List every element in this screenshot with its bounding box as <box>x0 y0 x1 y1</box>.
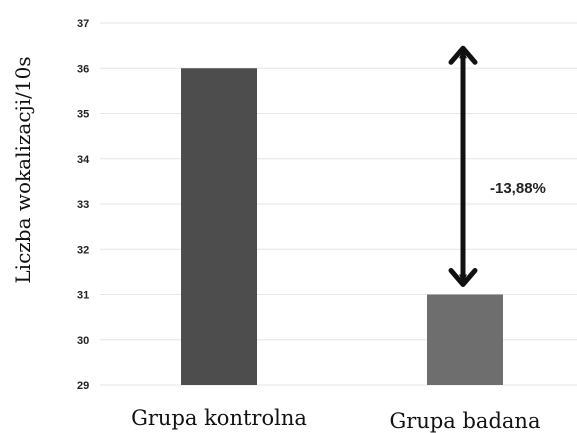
arrow-head-bottom <box>448 268 478 287</box>
y-axis-ticks: 29 30 31 32 33 34 35 36 37 <box>77 18 90 392</box>
difference-annotation: -13,88% <box>448 45 546 287</box>
x-category-label: Grupa kontrolna <box>131 406 307 430</box>
x-category-label: Grupa badana <box>390 409 541 433</box>
y-tick-label: 29 <box>77 380 89 392</box>
y-tick-label: 34 <box>77 154 90 166</box>
y-tick-label: 36 <box>77 63 89 75</box>
y-tick-label: 32 <box>77 244 89 256</box>
arrow-head-top <box>448 45 478 65</box>
bar <box>181 68 257 385</box>
gridlines <box>100 22 577 386</box>
y-axis-title: Liczba wokalizacji/10s <box>11 56 35 283</box>
bar <box>427 294 503 385</box>
y-tick-label: 33 <box>77 199 89 211</box>
y-tick-label: 30 <box>77 335 89 347</box>
x-axis-labels: Grupa kontrolna Grupa badana <box>131 406 540 433</box>
y-tick-label: 37 <box>77 18 89 30</box>
y-tick-label: 31 <box>77 290 89 302</box>
y-tick-label: 35 <box>77 109 89 121</box>
bars <box>181 68 503 385</box>
difference-label: -13,88% <box>490 180 546 197</box>
